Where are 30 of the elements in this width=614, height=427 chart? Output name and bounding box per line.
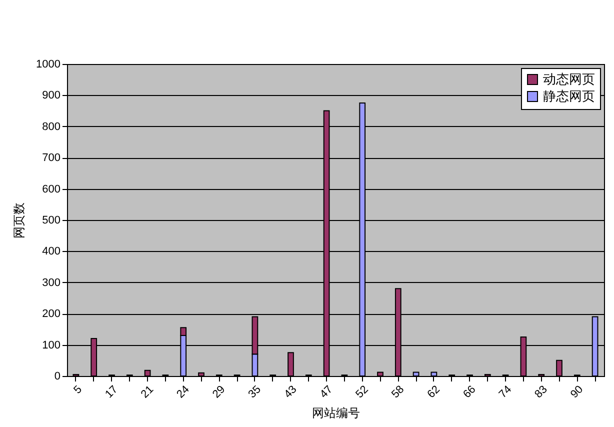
x-tick-label: 35 [246,384,264,401]
x-tick-label: 21 [138,384,156,401]
x-tick-label: 66 [461,384,478,401]
y-tick-label: 900 [42,90,60,102]
y-tick-label: 800 [42,120,60,133]
x-tick-label: 62 [425,384,442,401]
y-tick-label: 1000 [36,58,60,70]
y-tick-label: 200 [42,308,60,320]
y-tick-label: 400 [42,246,60,258]
x-tick-label: 58 [389,384,407,401]
y-axis-title: 网页数 [12,202,26,238]
x-tick-label: 52 [354,384,371,401]
y-tick-label: 0 [54,370,60,382]
x-tick-label: 90 [568,384,586,401]
y-tick-label: 100 [42,339,60,352]
x-tick-label: 24 [174,384,192,401]
y-tick-label: 600 [42,183,60,196]
x-tick-label: 74 [496,384,514,401]
legend-label: 静态网页 [543,88,595,104]
x-axis-title: 网站编号 [312,406,360,420]
x-tick-label: 83 [532,384,550,401]
y-tick-label: 500 [42,214,60,226]
x-tick-label: 5 [72,384,84,396]
x-tick-label: 47 [318,384,336,401]
legend-label: 动态网页 [543,72,595,86]
y-tick-label: 700 [42,152,60,164]
x-tick-label: 17 [103,384,120,401]
y-tick-label: 300 [42,276,60,289]
x-tick-label: 29 [210,384,228,401]
x-tick-label: 43 [282,384,300,401]
